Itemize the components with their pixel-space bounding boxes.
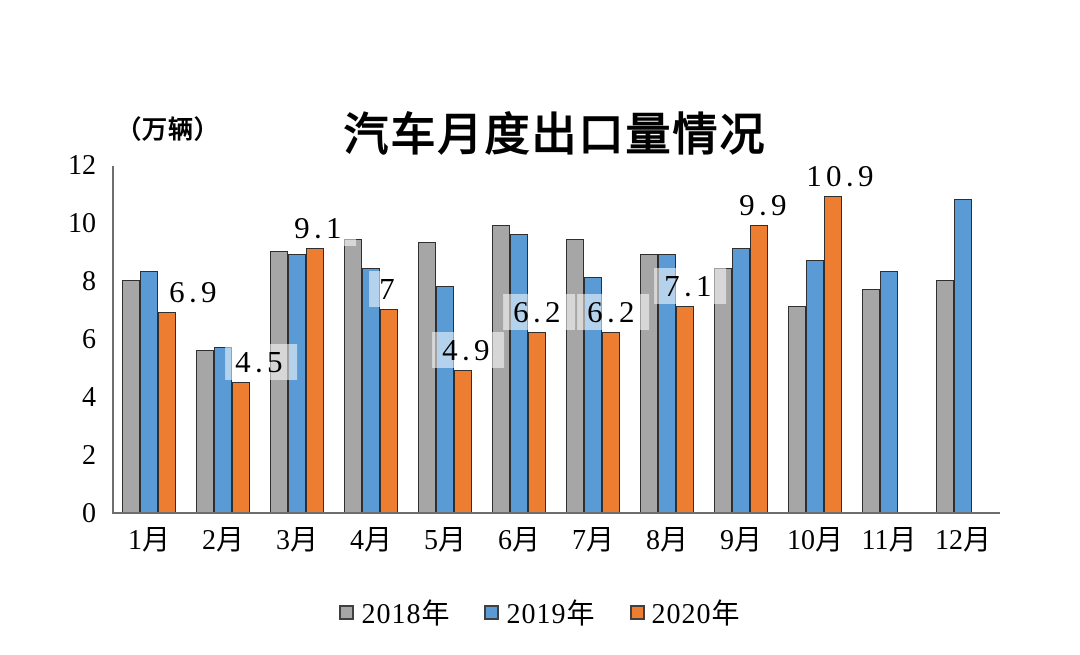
bar-2020年-9月 <box>750 224 768 512</box>
bar-group-12月 <box>928 166 1002 512</box>
data-label-2020年-2月: 4.5 <box>225 343 297 380</box>
bar-group-3月: 9.1 <box>262 166 356 512</box>
bar-group-9月: 9.9 <box>706 166 801 512</box>
bar-2018年-1月 <box>122 280 140 512</box>
bar-2018年-10月 <box>788 306 806 512</box>
bar-group-5月: 4.9 <box>410 166 504 512</box>
legend-label: 2019年 <box>506 599 596 630</box>
bar-2018年-2月 <box>196 349 214 512</box>
legend-label: 2020年 <box>651 599 741 630</box>
x-axis-tick-label: 11月 <box>861 525 917 556</box>
x-axis-tick-label: 5月 <box>423 525 466 556</box>
bar-2018年-7月 <box>566 239 584 512</box>
bar-2018年-11月 <box>862 288 880 512</box>
y-axis-unit-label: （万辆） <box>116 117 221 144</box>
bar-2019年-12月 <box>954 198 972 512</box>
y-axis-tick-label: 8 <box>82 266 96 297</box>
bar-2018年-5月 <box>418 242 436 512</box>
bar-2020年-1月 <box>158 311 176 512</box>
bar-2019年-5月 <box>436 285 454 512</box>
bar-2019年-4月 <box>362 268 380 512</box>
y-axis-tick-label: 4 <box>82 382 96 413</box>
bar-2019年-7月 <box>584 277 602 512</box>
bar-group-1月: 6.9 <box>114 166 231 512</box>
bar-group-11月 <box>854 166 928 512</box>
x-axis-tick-label: 10月 <box>786 525 843 556</box>
x-axis-tick-label: 1月 <box>127 525 170 556</box>
legend-label: 2018年 <box>361 599 451 630</box>
x-axis-tick-label: 6月 <box>497 525 540 556</box>
bar-2020年-4月 <box>380 309 398 512</box>
data-label-2020年-7月: 6.2 <box>577 294 649 331</box>
x-axis-tick-label: 8月 <box>645 525 688 556</box>
legend-item-2020年: 2020年 <box>629 592 741 632</box>
bar-group-8月: 7.1 <box>632 166 726 512</box>
bar-2018年-4月 <box>344 239 362 512</box>
data-label-2020年-4月: 7 <box>369 271 409 307</box>
bar-2019年-1月 <box>140 271 158 512</box>
bar-2019年-6月 <box>510 233 528 512</box>
data-label-2020年-10月: 10.9 <box>796 157 888 194</box>
data-label-2020年-8月: 7.1 <box>654 268 726 305</box>
bar-group-6月: 6.2 <box>484 166 575 512</box>
y-axis-tick-label: 2 <box>82 440 96 471</box>
bar-2020年-6月 <box>528 332 546 512</box>
bar-2020年-3月 <box>306 248 324 512</box>
x-axis-tick-label: 7月 <box>571 525 614 556</box>
y-axis-tick-label: 12 <box>68 150 96 181</box>
x-axis-tick-label: 9月 <box>719 525 762 556</box>
bar-2018年-6月 <box>492 224 510 512</box>
legend-swatch-icon <box>629 604 645 620</box>
bar-2019年-8月 <box>658 253 676 512</box>
bar-2018年-9月 <box>714 268 732 512</box>
legend-swatch-icon <box>484 604 500 620</box>
legend-swatch-icon <box>339 604 355 620</box>
bar-group-2月: 4.5 <box>188 166 297 512</box>
x-axis-tick-label: 12月 <box>934 525 991 556</box>
bar-2020年-2月 <box>232 381 250 512</box>
data-label-2020年-9月: 9.9 <box>729 186 801 223</box>
data-label-2020年-6月: 6.2 <box>503 294 575 331</box>
bar-2018年-3月 <box>270 251 288 512</box>
bar-2019年-3月 <box>288 253 306 512</box>
bar-2020年-8月 <box>676 306 694 512</box>
legend: 2018年 2019年 2020年 <box>0 592 1080 632</box>
bar-2019年-2月 <box>214 346 232 512</box>
bar-2020年-5月 <box>454 369 472 512</box>
x-axis-tick-label: 2月 <box>201 525 244 556</box>
bar-group-4月: 7 <box>336 166 410 512</box>
data-label-2020年-1月: 6.9 <box>159 273 231 310</box>
x-axis-tick-label: 4月 <box>349 525 392 556</box>
y-axis-tick-label: 10 <box>68 208 96 239</box>
bar-group-10月: 10.9 <box>780 157 888 512</box>
bar-2019年-9月 <box>732 248 750 512</box>
data-label-2020年-5月: 4.9 <box>432 331 504 368</box>
bar-group-7月: 6.2 <box>558 166 649 512</box>
bar-2019年-11月 <box>880 271 898 512</box>
bar-2019年-10月 <box>806 259 824 512</box>
chart-title: 汽车月度出口量情况 <box>343 110 767 160</box>
y-axis-tick-label: 6 <box>82 324 96 355</box>
data-label-2020年-3月: 9.1 <box>284 210 356 247</box>
bar-2020年-10月 <box>824 195 842 512</box>
legend-item-2018年: 2018年 <box>339 592 450 632</box>
x-axis-tick-label: 3月 <box>275 525 318 556</box>
bar-2018年-12月 <box>936 280 954 512</box>
y-axis-tick-label: 0 <box>82 498 96 529</box>
legend-item-2019年: 2019年 <box>484 592 595 632</box>
plot-area: 6.9 4.5 9.1 7 4.9 6.2 6.2 7.1 9.9 10.9 <box>112 157 1002 514</box>
bar-2020年-7月 <box>602 332 620 512</box>
